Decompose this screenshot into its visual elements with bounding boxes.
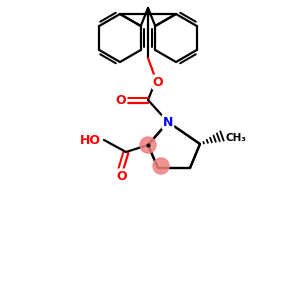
Circle shape — [140, 137, 156, 153]
Text: O: O — [117, 169, 127, 182]
Text: N: N — [163, 116, 173, 128]
Text: N: N — [163, 116, 173, 128]
Text: O: O — [153, 76, 163, 88]
Text: O: O — [116, 94, 126, 106]
Circle shape — [153, 158, 169, 174]
Text: HO: HO — [80, 134, 100, 146]
Text: CH₃: CH₃ — [226, 133, 247, 143]
